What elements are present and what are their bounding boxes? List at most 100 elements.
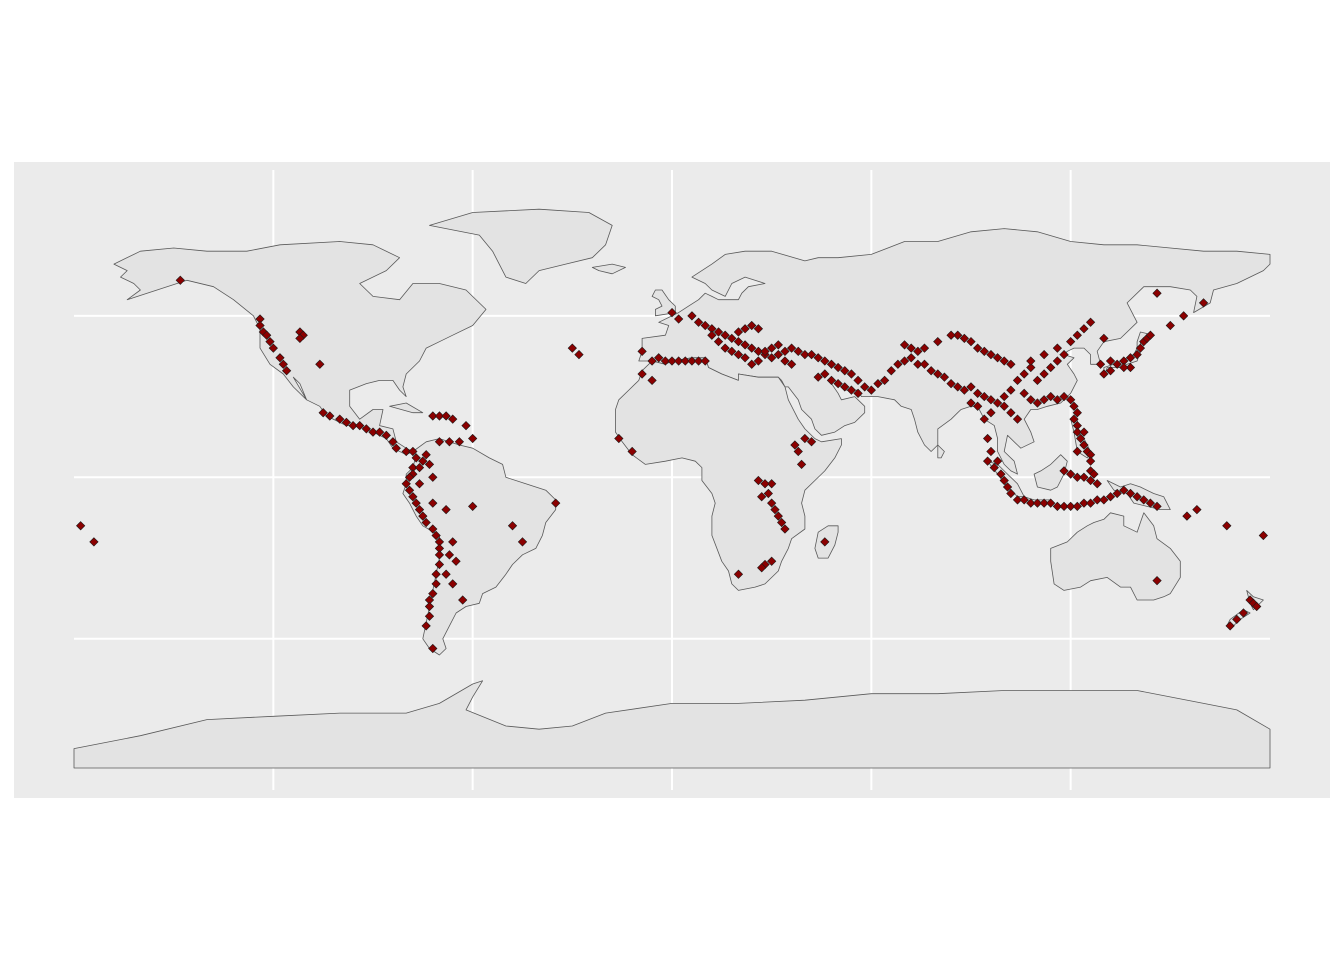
data-point: [753, 475, 764, 486]
data-point: [786, 359, 797, 369]
data-point: [567, 343, 577, 353]
data-point: [414, 462, 425, 473]
data-point: [335, 414, 345, 424]
data-point: [1026, 498, 1036, 508]
data-point: [1066, 501, 1076, 512]
data-point: [441, 504, 451, 515]
data-point: [461, 421, 471, 431]
data-point: [946, 379, 956, 389]
data-point: [647, 375, 657, 386]
data-point: [1069, 401, 1079, 411]
data-point: [873, 379, 883, 389]
data-point: [448, 537, 458, 547]
data-point: [1072, 472, 1082, 482]
data-point: [551, 498, 561, 508]
data-point: [468, 433, 478, 444]
data-point: [1095, 359, 1106, 369]
data-point: [747, 320, 757, 331]
data-point: [992, 353, 1003, 363]
data-point: [1006, 385, 1016, 395]
data-point: [421, 450, 431, 460]
data-point: [1012, 414, 1023, 424]
data-point: [986, 395, 996, 405]
data-point: [770, 504, 780, 515]
data-point: [1072, 427, 1082, 437]
data-point: [411, 498, 421, 508]
data-point: [1079, 472, 1089, 482]
data-point: [757, 563, 767, 573]
data-point: [431, 579, 441, 589]
data-point: [1105, 356, 1116, 366]
data-point: [1006, 359, 1016, 369]
data-point: [860, 382, 870, 392]
data-point: [826, 375, 837, 386]
data-point: [763, 488, 773, 499]
data-point: [368, 427, 378, 437]
data-point: [1012, 495, 1023, 505]
data-point: [1066, 395, 1076, 405]
data-point: [1072, 446, 1082, 457]
data-point: [773, 340, 783, 350]
data-point: [959, 385, 969, 395]
data-point: [1222, 521, 1232, 531]
data-point: [1079, 427, 1089, 437]
data-point: [1046, 498, 1056, 508]
data-point: [853, 388, 863, 398]
data-point: [1019, 369, 1029, 379]
data-point: [992, 456, 1003, 466]
data-point: [1152, 501, 1162, 512]
data-point: [767, 556, 777, 566]
data-point: [740, 340, 750, 350]
data-point: [973, 401, 983, 411]
data-point: [973, 388, 983, 398]
land-south-america: [402, 438, 557, 656]
data-point: [989, 462, 999, 473]
data-point: [1085, 498, 1096, 508]
data-point: [1046, 391, 1056, 402]
data-point: [421, 517, 431, 528]
data-point: [275, 353, 285, 363]
data-point: [966, 382, 976, 392]
data-point: [1125, 488, 1136, 499]
data-point: [700, 356, 710, 366]
data-point: [428, 498, 438, 508]
data-point: [441, 569, 451, 579]
land-uk: [651, 289, 676, 317]
data-point: [468, 501, 478, 512]
data-point: [773, 511, 783, 521]
data-point: [434, 411, 445, 421]
data-point: [381, 430, 391, 440]
data-point: [1238, 608, 1249, 618]
data-point: [840, 366, 850, 376]
data-point: [1145, 330, 1156, 340]
data-point: [713, 337, 724, 347]
data-point: [979, 414, 989, 424]
data-point: [1002, 482, 1013, 492]
data-point: [424, 611, 435, 621]
data-point: [899, 340, 910, 350]
data-point: [1012, 375, 1023, 386]
data-point: [687, 356, 697, 366]
data-point: [1072, 330, 1082, 340]
data-point: [733, 569, 744, 579]
data-point: [667, 356, 677, 366]
data-point: [853, 375, 863, 386]
data-point: [1066, 337, 1076, 347]
data-point: [886, 366, 896, 376]
data-point: [647, 356, 657, 366]
data-point: [1079, 440, 1089, 450]
data-point: [879, 375, 890, 386]
data-point: [348, 421, 358, 431]
data-point: [458, 595, 468, 605]
data-point: [919, 343, 930, 353]
data-point: [913, 346, 923, 356]
data-point: [1059, 391, 1069, 402]
data-point: [1112, 488, 1122, 499]
data-point: [1119, 362, 1129, 373]
data-point: [637, 346, 647, 356]
data-point: [1085, 456, 1096, 466]
data-point: [820, 537, 830, 547]
land-borneo: [1033, 454, 1068, 491]
data-point: [1152, 576, 1162, 586]
data-point: [933, 369, 943, 379]
